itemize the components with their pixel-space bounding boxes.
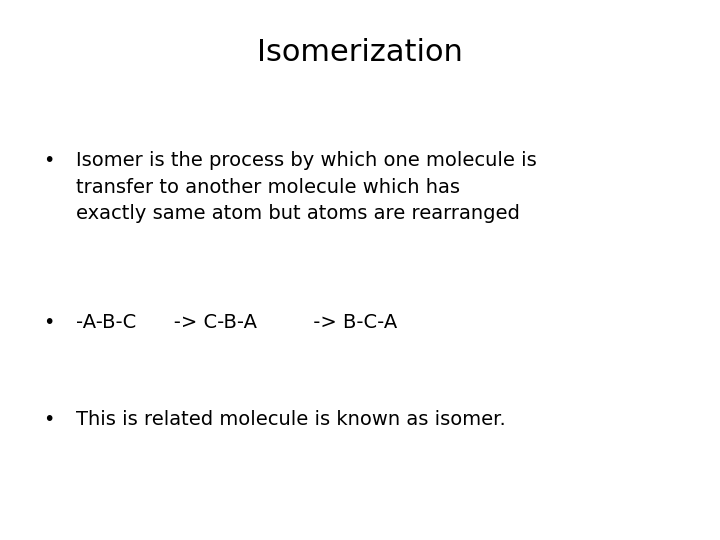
Text: •: • (43, 410, 55, 429)
Text: •: • (43, 313, 55, 332)
Text: •: • (43, 151, 55, 170)
Text: Isomerization: Isomerization (257, 38, 463, 67)
Text: -A-B-C      -> C-B-A         -> B-C-A: -A-B-C -> C-B-A -> B-C-A (76, 313, 397, 332)
Text: Isomer is the process by which one molecule is
transfer to another molecule whic: Isomer is the process by which one molec… (76, 151, 536, 223)
Text: This is related molecule is known as isomer.: This is related molecule is known as iso… (76, 410, 505, 429)
